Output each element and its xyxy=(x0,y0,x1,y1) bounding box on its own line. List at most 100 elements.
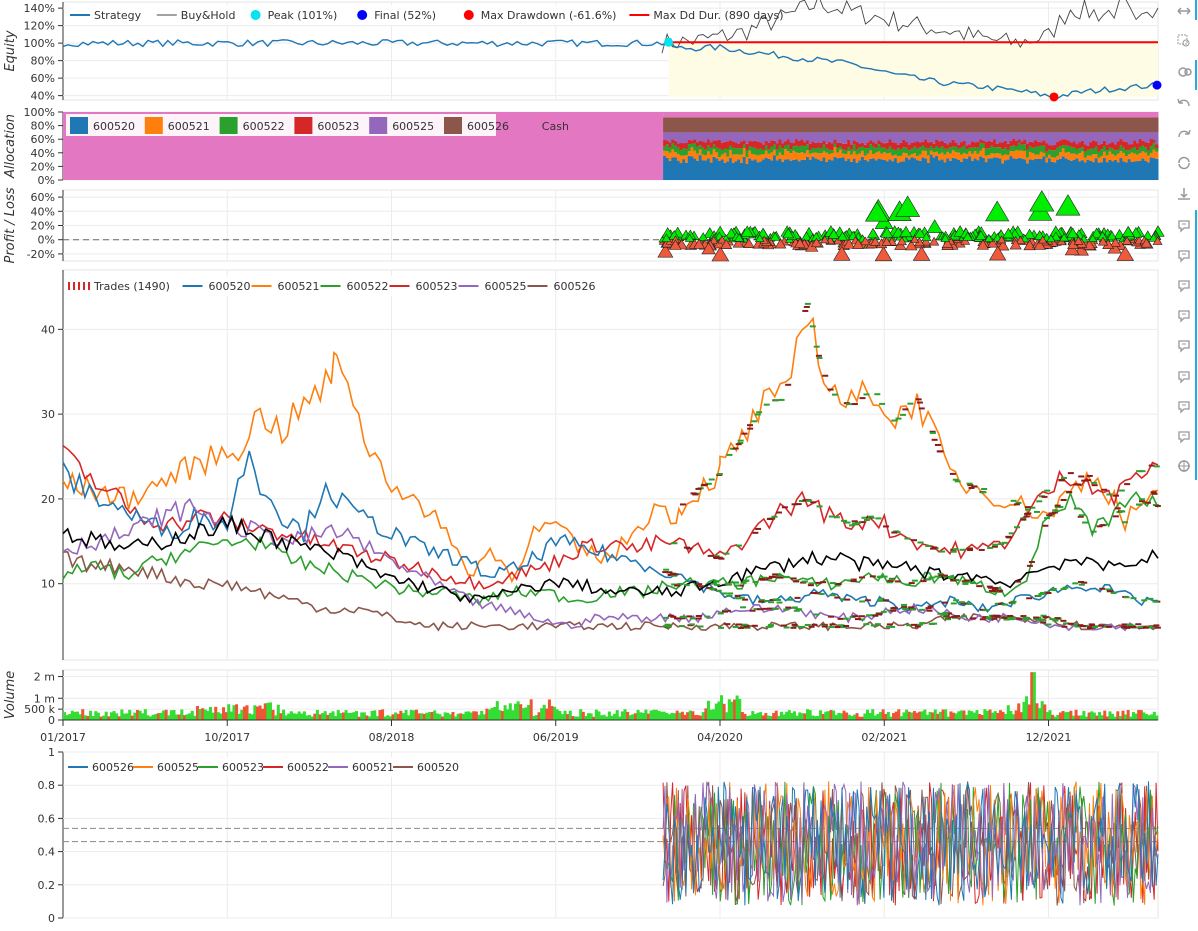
volume-bar xyxy=(117,716,121,720)
allocation-slice xyxy=(1136,132,1140,144)
allocation-slice xyxy=(770,132,774,141)
allocation-slice xyxy=(764,117,769,133)
hover-icon[interactable] xyxy=(1178,280,1190,293)
allocation-slice xyxy=(913,142,917,147)
allocation-slice xyxy=(1149,146,1154,153)
volume-bar xyxy=(193,715,197,720)
allocation-slice xyxy=(951,112,956,118)
allocation-slice xyxy=(770,160,774,180)
volume-bar xyxy=(441,716,445,720)
allocation-slice xyxy=(957,112,961,118)
trade-marker xyxy=(769,231,781,241)
allocation-slice xyxy=(1083,112,1088,118)
allocation-slice xyxy=(674,140,678,146)
allocation-slice xyxy=(1122,152,1126,162)
allocation-slice xyxy=(896,156,901,164)
allocation-slice xyxy=(800,139,804,146)
volume-bar xyxy=(154,714,158,720)
volume-bar xyxy=(482,714,486,720)
volume-bar xyxy=(839,713,843,720)
allocation-slice xyxy=(737,154,741,160)
allocation-slice xyxy=(1083,117,1088,133)
reset-icon[interactable] xyxy=(1178,156,1190,170)
allocation-slice xyxy=(957,117,961,133)
hover-icon[interactable] xyxy=(1178,310,1190,323)
volume-bar xyxy=(553,706,557,720)
allocation-slice xyxy=(737,159,741,180)
allocation-slice xyxy=(896,112,901,118)
volume-bar xyxy=(1064,712,1068,720)
hover-icon[interactable] xyxy=(1178,431,1190,444)
undo-icon[interactable] xyxy=(1177,98,1190,107)
box-zoom-icon[interactable] xyxy=(1177,34,1190,47)
allocation-slice xyxy=(872,158,876,180)
allocation-slice xyxy=(707,145,711,152)
allocation-slice xyxy=(1155,151,1159,159)
volume-bar xyxy=(829,709,833,720)
allocation-slice xyxy=(811,117,815,133)
volume-bar xyxy=(112,711,116,720)
allocation-slice xyxy=(995,112,1000,118)
allocation-slice xyxy=(957,152,961,161)
allocation-slice xyxy=(712,117,716,133)
allocation-slice xyxy=(762,112,766,118)
volume-bar xyxy=(863,713,867,720)
trade-marker xyxy=(1073,236,1084,245)
volume-bar xyxy=(576,716,580,720)
volume-bar xyxy=(892,713,896,720)
volume-bar xyxy=(521,708,525,720)
volume-bar xyxy=(472,711,476,720)
pan-icon[interactable] xyxy=(1177,7,1191,15)
volume-bar xyxy=(1017,703,1021,720)
volume-bar xyxy=(633,713,637,720)
allocation-slice xyxy=(1031,147,1035,154)
volume-bar xyxy=(871,709,875,720)
redo-icon[interactable] xyxy=(1178,129,1191,138)
volume-bar xyxy=(248,713,252,720)
allocation-slice xyxy=(1105,144,1110,151)
allocation-slice xyxy=(1001,112,1005,118)
allocation-slice xyxy=(1086,149,1090,156)
volume-bar xyxy=(600,715,604,720)
hover-icon[interactable] xyxy=(1178,340,1190,353)
hover-icon[interactable] xyxy=(1178,460,1190,472)
allocation-slice xyxy=(1127,132,1132,145)
trade-marker xyxy=(697,232,709,241)
trade-marker xyxy=(987,237,999,248)
hover-icon[interactable] xyxy=(1178,220,1190,233)
volume-bar xyxy=(693,715,697,720)
final-marker xyxy=(1152,80,1162,90)
allocation-slice xyxy=(861,142,865,147)
volume-bar xyxy=(628,715,632,720)
allocation-slice xyxy=(731,132,736,142)
allocation-slice xyxy=(1015,117,1019,133)
volume-bar xyxy=(396,713,400,720)
allocation-slice xyxy=(921,150,925,158)
allocation-slice xyxy=(905,117,909,133)
volume-bar xyxy=(1001,711,1005,720)
hover-icon[interactable] xyxy=(1178,250,1190,263)
save-icon[interactable] xyxy=(1178,188,1190,200)
allocation-slice xyxy=(709,112,714,118)
allocation-slice xyxy=(1039,142,1044,146)
allocation-slice xyxy=(847,151,851,159)
volume-bar xyxy=(425,712,429,720)
allocation-slice xyxy=(1111,132,1115,143)
volume-bar xyxy=(417,713,421,720)
allocation-slice xyxy=(1059,117,1063,133)
allocation-slice xyxy=(888,139,892,147)
allocation-slice xyxy=(894,117,898,133)
allocation-slice xyxy=(954,112,958,118)
allocation-slice xyxy=(1127,117,1132,133)
hover-icon[interactable] xyxy=(1178,401,1190,414)
hover-icon[interactable] xyxy=(1178,371,1190,384)
allocation-slice xyxy=(949,132,953,143)
volume-bar xyxy=(850,715,854,720)
allocation-slice xyxy=(734,142,738,149)
volume-bar xyxy=(70,710,74,720)
y-tick-label: 0.6 xyxy=(38,812,56,825)
allocation-slice xyxy=(841,149,846,154)
allocation-slice xyxy=(872,132,876,143)
allocation-slice xyxy=(773,144,777,150)
wheel-zoom-icon[interactable] xyxy=(1178,67,1192,77)
